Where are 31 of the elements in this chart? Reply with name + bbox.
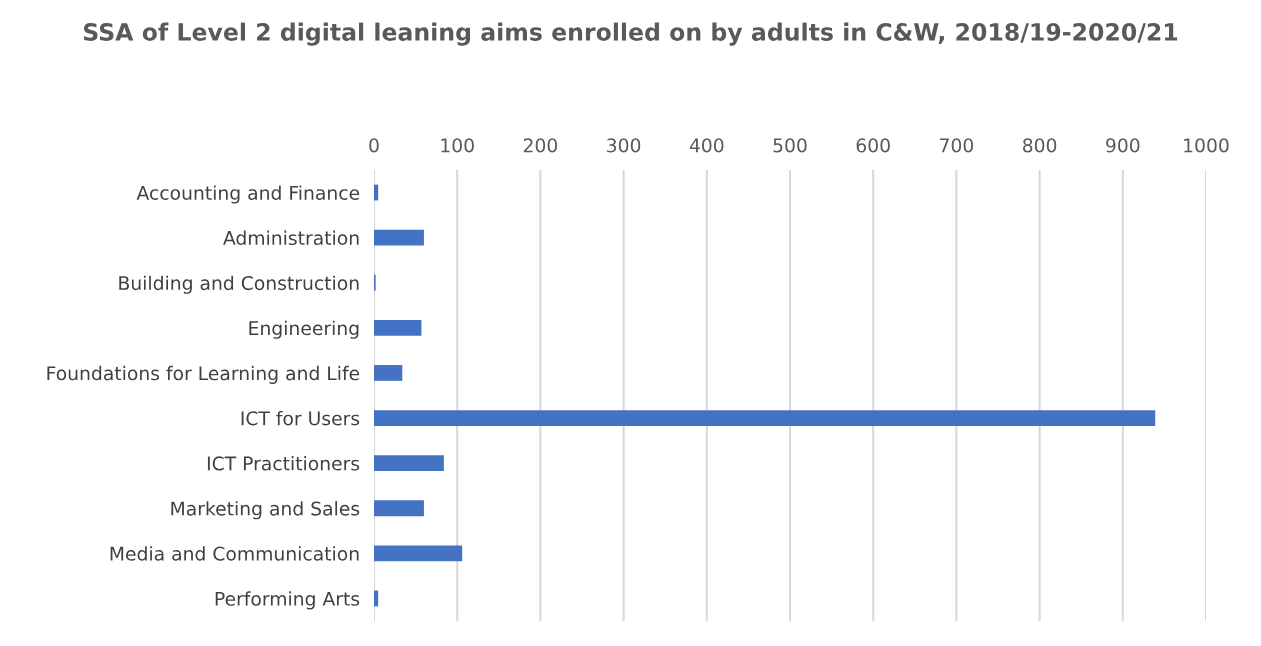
bar bbox=[374, 229, 424, 246]
bar bbox=[374, 545, 463, 562]
y-tick-label: ICT for Users bbox=[241, 410, 360, 426]
y-tick-label: Marketing and Sales bbox=[171, 501, 360, 520]
x-tick-label: 600 bbox=[856, 138, 890, 153]
y-tick-label: Media and Communication bbox=[110, 546, 359, 561]
y-tick-label: Accounting and Finance bbox=[136, 185, 360, 204]
x-tick-label: 200 bbox=[523, 138, 558, 153]
x-tick-label: 0 bbox=[369, 138, 379, 153]
y-tick-label: Engineering bbox=[249, 320, 359, 339]
x-tick-label: 400 bbox=[689, 138, 724, 153]
y-tick-label: ICT Practitioners bbox=[207, 456, 360, 471]
y-tick-label: Administration bbox=[223, 230, 359, 246]
x-tick-label: 100 bbox=[441, 138, 474, 153]
x-tick-label: 800 bbox=[1022, 138, 1057, 153]
x-tick-label: 1000 bbox=[1184, 138, 1229, 153]
bar bbox=[374, 455, 444, 472]
bar bbox=[374, 410, 1156, 426]
y-tick-label: Building and Construction bbox=[119, 275, 359, 294]
y-tick-label: Performing Arts bbox=[215, 591, 360, 610]
x-tick-label: 900 bbox=[1106, 138, 1140, 153]
bar bbox=[374, 365, 403, 381]
x-tick-label: 700 bbox=[940, 138, 974, 153]
x-tick-label: 500 bbox=[773, 138, 807, 153]
bar bbox=[374, 184, 379, 201]
chart-title: SSA of Level 2 digital leaning aims enrolled on by adults in C&W, 2018/19-2020/21 bbox=[83, 22, 1178, 46]
x-tick-label: 300 bbox=[607, 138, 641, 153]
bar bbox=[374, 319, 422, 336]
bar bbox=[374, 590, 379, 607]
y-tick-label: Foundations for Learning and Life bbox=[47, 365, 360, 384]
bar bbox=[374, 500, 424, 517]
